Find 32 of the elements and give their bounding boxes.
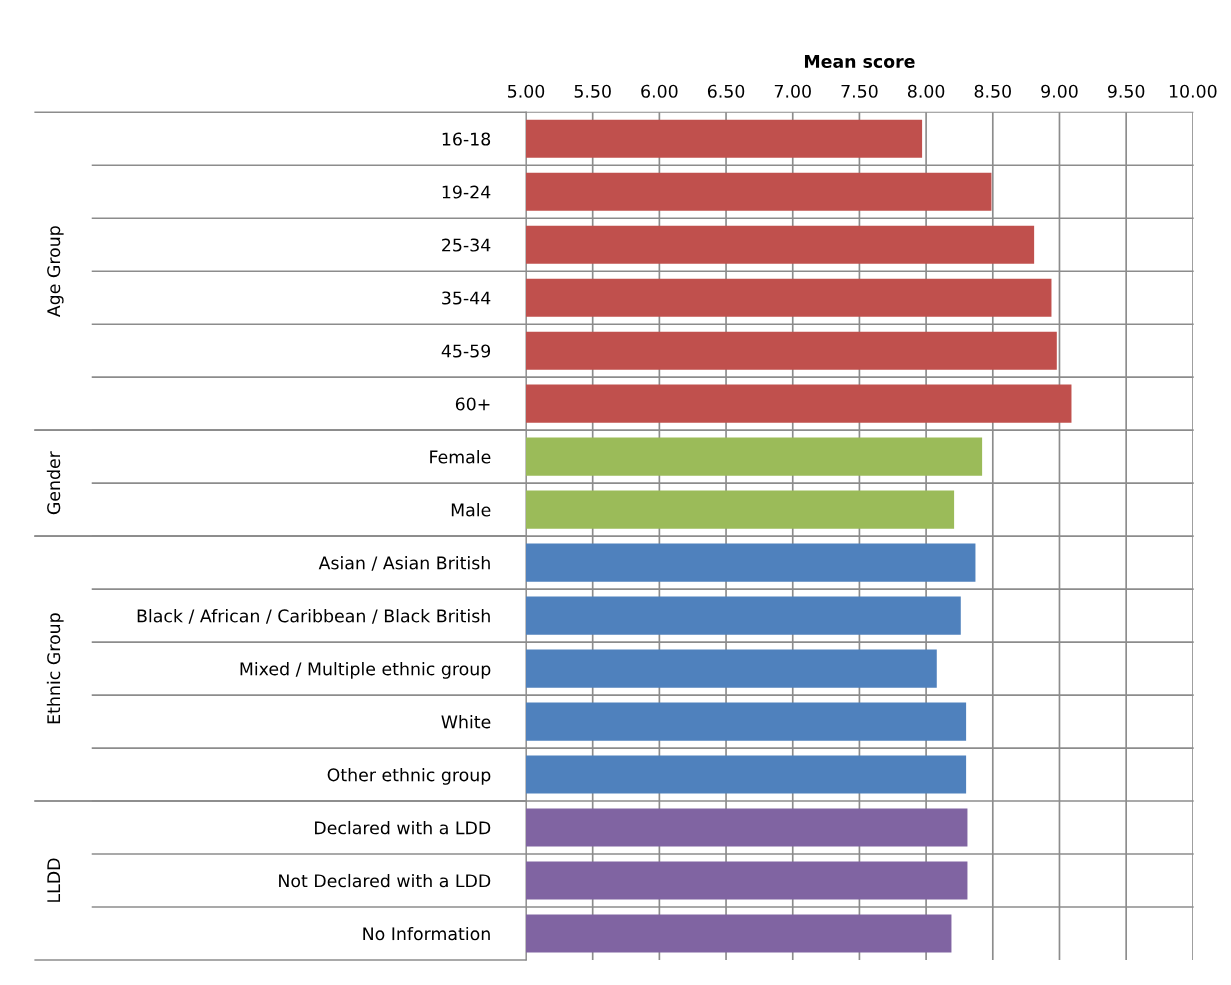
y-tick-label: Asian / Asian British bbox=[318, 556, 490, 571]
y-tick-label: 19-24 bbox=[442, 185, 491, 199]
y-tick-label: White bbox=[441, 714, 491, 729]
x-tick-label: 9.50 bbox=[1107, 84, 1145, 98]
y-tick-label: 45-59 bbox=[441, 344, 491, 358]
text: LLDD bbox=[47, 858, 61, 902]
x-axis-title: Mean score bbox=[804, 55, 915, 68]
y-tick-label: Mixed / Multiple ethnic group bbox=[240, 661, 491, 679]
y-tick-label: 35-44 bbox=[442, 291, 491, 305]
x-tick-label: 5.50 bbox=[574, 84, 611, 98]
y-tick-label: 60+ bbox=[455, 397, 490, 411]
x-tick-label: 8.50 bbox=[974, 84, 1011, 98]
x-tick-label: 6.50 bbox=[707, 84, 745, 98]
y-tick-label: Other ethnic group bbox=[327, 767, 491, 785]
text: Gender bbox=[46, 451, 61, 515]
x-tick-label: 9.00 bbox=[1041, 84, 1078, 98]
y-tick-label: 16-18 bbox=[442, 132, 491, 146]
y-tick-label: No Information bbox=[363, 926, 490, 941]
text: Ethnic Group bbox=[46, 613, 64, 724]
x-tick-label: 8.00 bbox=[907, 84, 945, 98]
x-tick-label: 6.00 bbox=[641, 84, 678, 98]
x-tick-label: 7.50 bbox=[841, 84, 878, 98]
text: Age Group bbox=[47, 226, 64, 318]
y-tick-label: Male bbox=[451, 503, 491, 517]
x-tick-label: 5.00 bbox=[508, 84, 545, 98]
y-tick-label: Declared with a LDD bbox=[315, 820, 491, 835]
y-tick-label: Black / African / Caribbean / Black British bbox=[137, 609, 490, 624]
y-tick-label: Female bbox=[430, 450, 491, 464]
y-tick-label: Not Declared with a LDD bbox=[279, 873, 491, 888]
y-tick-label: 25-34 bbox=[442, 238, 491, 252]
x-tick-label: 10.00 bbox=[1169, 84, 1217, 98]
x-tick-label: 7.00 bbox=[774, 84, 811, 98]
